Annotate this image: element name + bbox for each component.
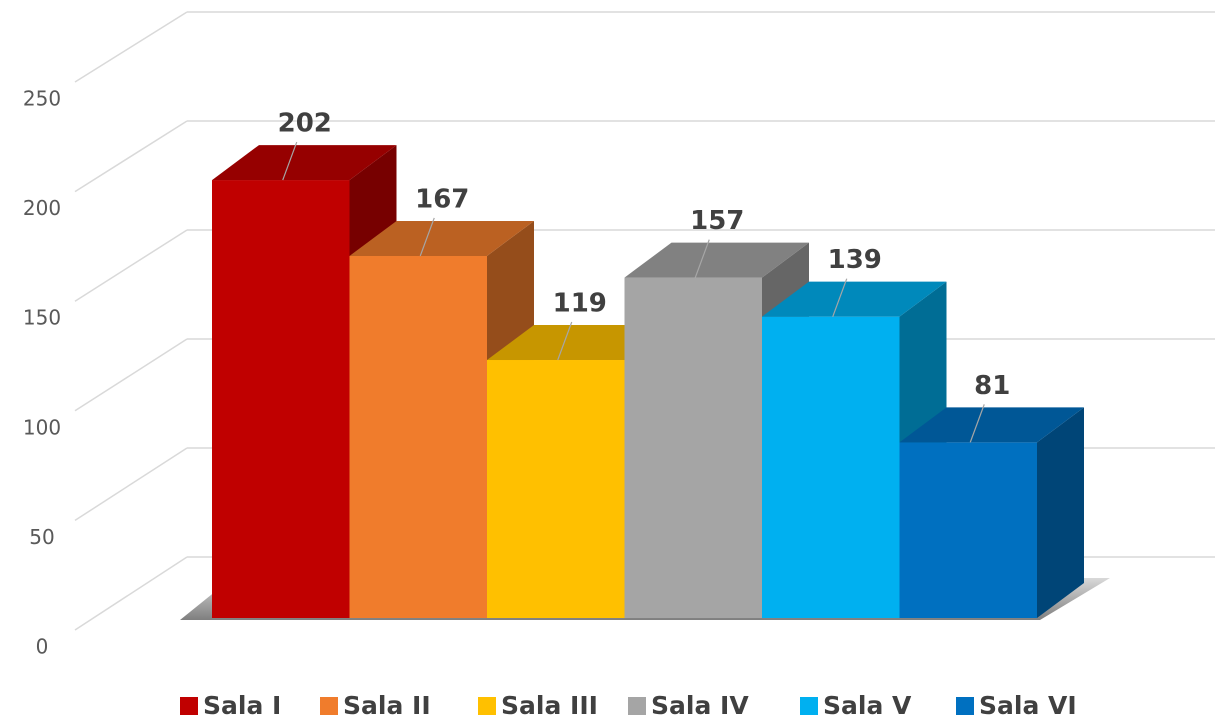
leader-line xyxy=(557,321,573,361)
legend-swatch xyxy=(800,697,818,715)
leader-line xyxy=(832,278,848,317)
grid-line xyxy=(74,447,188,522)
y-tick-label: 150 xyxy=(23,306,61,330)
bar xyxy=(212,180,350,618)
legend-label: Sala II xyxy=(343,691,431,720)
bar-top xyxy=(349,220,534,256)
legend-label: Sala I xyxy=(203,691,281,720)
bar xyxy=(624,277,762,618)
grid-line xyxy=(74,11,188,83)
legend-swatch xyxy=(628,697,646,715)
bar-side xyxy=(1037,407,1084,618)
value-label: 167 xyxy=(415,184,469,214)
legend-swatch xyxy=(180,697,198,715)
bar-top xyxy=(899,407,1084,443)
leader-line xyxy=(419,217,435,257)
grid-line xyxy=(74,229,188,302)
legend-swatch xyxy=(478,697,496,715)
value-label: 119 xyxy=(553,289,607,319)
bar-top xyxy=(624,242,809,278)
grid-line xyxy=(74,120,188,193)
value-label: 139 xyxy=(828,245,882,275)
y-tick-label: 200 xyxy=(23,196,61,220)
grid-line xyxy=(74,556,188,631)
value-label: 81 xyxy=(974,371,1010,401)
bar-top xyxy=(762,281,947,317)
y-tick-label: 250 xyxy=(23,87,61,111)
value-label: 202 xyxy=(278,109,332,139)
legend-label: Sala IV xyxy=(651,691,749,720)
bar xyxy=(762,316,900,618)
leader-line xyxy=(694,239,710,278)
legend-label: Sala V xyxy=(823,691,912,720)
bar xyxy=(899,442,1037,618)
bar-top xyxy=(212,145,397,181)
y-tick-label: 100 xyxy=(23,415,61,439)
legend-label: Sala VI xyxy=(979,691,1077,720)
y-tick-label: 50 xyxy=(29,525,54,549)
legend-label: Sala III xyxy=(501,691,598,720)
value-label: 157 xyxy=(690,206,744,236)
bar xyxy=(487,360,625,618)
y-tick-label: 0 xyxy=(36,635,49,659)
legend-swatch xyxy=(320,697,338,715)
grid-line xyxy=(74,338,188,412)
leader-line xyxy=(969,404,985,443)
legend-swatch xyxy=(956,697,974,715)
bar xyxy=(349,255,487,618)
leader-line xyxy=(282,141,298,181)
